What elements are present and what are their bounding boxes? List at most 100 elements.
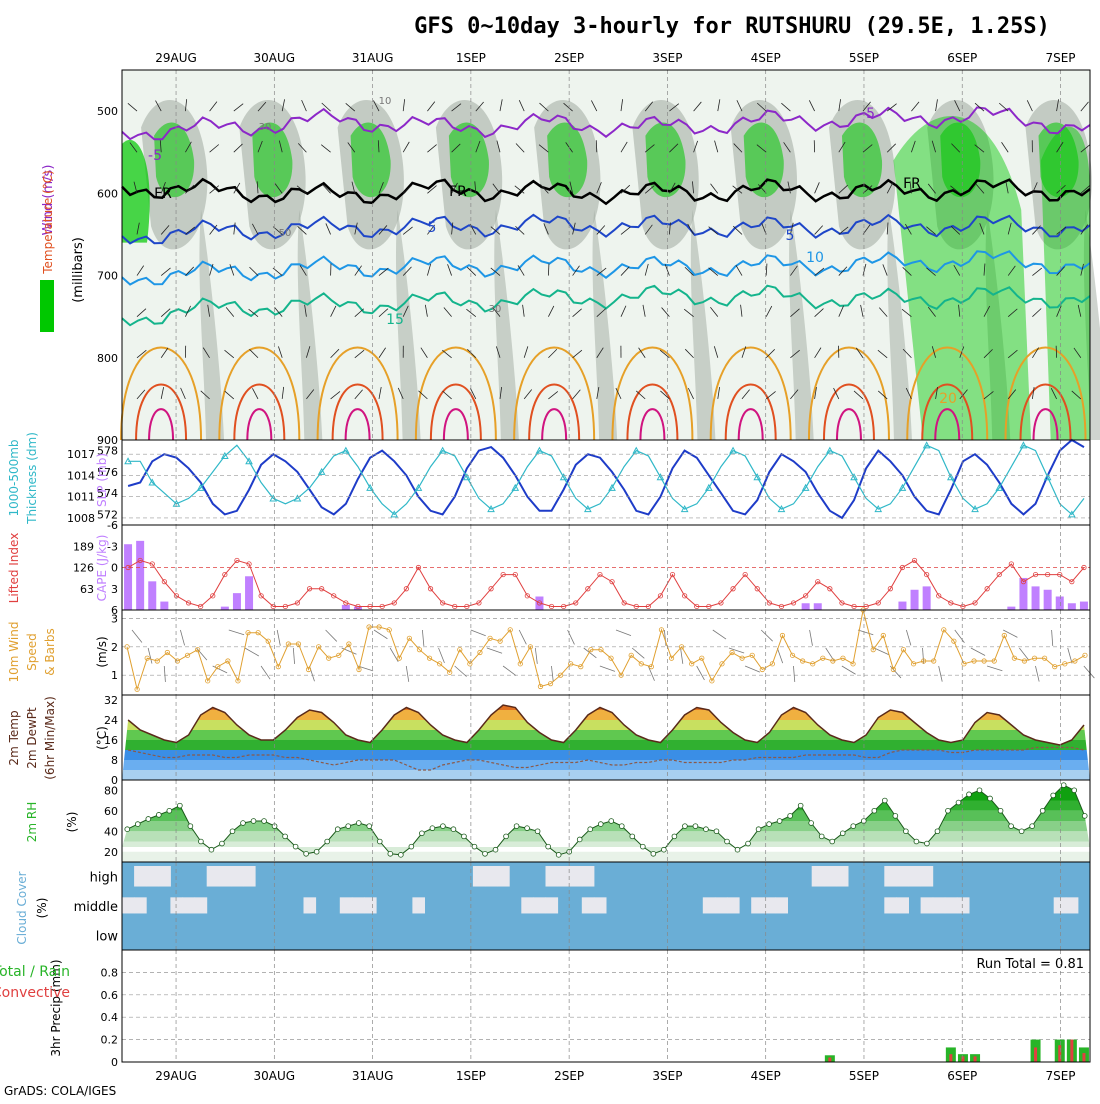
rh-marker bbox=[304, 851, 309, 856]
cloud-middle-cell bbox=[727, 897, 740, 913]
rh-marker bbox=[967, 792, 972, 797]
cape-tick: 63 bbox=[80, 583, 94, 596]
cloud-middle-cell bbox=[352, 897, 365, 913]
panel-axis-label: (millibars) bbox=[71, 237, 86, 303]
cloud-middle-cell bbox=[582, 897, 595, 913]
cloud-middle-cell bbox=[546, 897, 559, 913]
rh-marker bbox=[167, 808, 172, 813]
cape-bar bbox=[160, 602, 168, 610]
cloud-high-cell bbox=[219, 866, 232, 887]
panel-axis-label: (6hr Min/Max) bbox=[43, 696, 57, 780]
contour-label: 20 bbox=[939, 391, 957, 407]
slp-right-tick: 1008 bbox=[67, 512, 95, 525]
rh-marker bbox=[725, 839, 730, 844]
precip-tick: 0.8 bbox=[101, 966, 119, 979]
cape-bar bbox=[136, 541, 144, 610]
cape-bar bbox=[1044, 590, 1052, 610]
top-date-label: 1SEP bbox=[456, 51, 486, 65]
rh-marker bbox=[914, 839, 919, 844]
panel-axis-label: Temperature (°C) bbox=[41, 170, 55, 275]
panel-axis-label: (°C) bbox=[95, 726, 109, 750]
rh-marker bbox=[251, 819, 256, 824]
top-date-label: 31AUG bbox=[352, 51, 394, 65]
rh-band bbox=[122, 831, 1090, 841]
pressure-tick: 700 bbox=[97, 270, 118, 283]
top-date-label: 7SEP bbox=[1045, 51, 1075, 65]
cloud-high-cell bbox=[546, 866, 559, 887]
pressure-tick: 800 bbox=[97, 352, 118, 365]
wind-tick: 3 bbox=[111, 613, 118, 626]
rh-tick: 80 bbox=[104, 784, 118, 797]
rh-marker bbox=[451, 827, 456, 832]
cloud-middle-cell bbox=[715, 897, 728, 913]
slp-right-tick: 1017 bbox=[67, 448, 95, 461]
contour-label: FR bbox=[903, 176, 921, 192]
rh-marker bbox=[504, 834, 509, 839]
cape-bar bbox=[124, 544, 132, 610]
contour-label: 30 bbox=[489, 304, 502, 315]
precip-convective-bar bbox=[974, 1056, 977, 1062]
cloud-middle-cell bbox=[921, 897, 934, 913]
rh-marker bbox=[314, 849, 319, 854]
precip-tick: 0 bbox=[111, 1056, 118, 1069]
bottom-date-label: 7SEP bbox=[1045, 1069, 1075, 1083]
top-date-label: 30AUG bbox=[254, 51, 296, 65]
rh-marker bbox=[188, 824, 193, 829]
panel-axis-label: 2m DewPt bbox=[25, 707, 39, 769]
pressure-tick: 500 bbox=[97, 105, 118, 118]
rh-marker bbox=[872, 808, 877, 813]
bottom-date-label: 30AUG bbox=[254, 1069, 296, 1083]
precip-convective-bar bbox=[1034, 1047, 1037, 1062]
top-date-label: 5SEP bbox=[849, 51, 879, 65]
cape-bar bbox=[1019, 578, 1027, 610]
top-date-label: 2SEP bbox=[554, 51, 584, 65]
cape-bar bbox=[923, 586, 931, 610]
rh-marker bbox=[356, 821, 361, 826]
rh-marker bbox=[1072, 788, 1077, 793]
contour-label: FR bbox=[449, 184, 467, 200]
precip-tick: 0.4 bbox=[101, 1011, 119, 1024]
cloud-middle-cell bbox=[1066, 897, 1079, 913]
rh-marker bbox=[514, 824, 519, 829]
bottom-date-label: 31AUG bbox=[352, 1069, 394, 1083]
bottom-date-label: 3SEP bbox=[652, 1069, 682, 1083]
contour-label: -5 bbox=[148, 148, 162, 164]
cloud-middle-cell bbox=[933, 897, 946, 913]
slp-right-tick: 1011 bbox=[67, 491, 95, 504]
rh-marker bbox=[577, 837, 582, 842]
rh-tick: 60 bbox=[104, 805, 118, 818]
rh-marker bbox=[851, 824, 856, 829]
bottom-date-label: 4SEP bbox=[751, 1069, 781, 1083]
contour-label: 10 bbox=[379, 96, 392, 107]
chart-title: GFS 0~10day 3-hourly for RUTSHURU (29.5E… bbox=[414, 14, 1050, 39]
cloud-high-cell bbox=[812, 866, 825, 887]
rh-marker bbox=[609, 819, 614, 824]
cloud-high-cell bbox=[158, 866, 171, 887]
rh-marker bbox=[767, 822, 772, 827]
contour-label: -5 bbox=[861, 106, 875, 122]
precip-tick: 0.2 bbox=[101, 1034, 119, 1047]
rh-marker bbox=[493, 847, 498, 852]
rh-marker bbox=[704, 827, 709, 832]
panel-axis-label: Cloud Cover bbox=[15, 871, 29, 944]
pressure-tick: 900 bbox=[97, 434, 118, 447]
cloud-high-cell bbox=[485, 866, 498, 887]
cloud-high-cell bbox=[921, 866, 934, 887]
rh-marker bbox=[714, 829, 719, 834]
cloud-middle-cell bbox=[703, 897, 716, 913]
rh-marker bbox=[177, 803, 182, 808]
precip-total-legend: Total / Rain bbox=[0, 964, 70, 980]
cloud-middle-cell bbox=[945, 897, 958, 913]
cloud-high-cell bbox=[473, 866, 486, 887]
rh-marker bbox=[788, 813, 793, 818]
cape-bar bbox=[1068, 603, 1076, 610]
rh-marker bbox=[651, 851, 656, 856]
cape-bar bbox=[221, 607, 229, 610]
panel-axis-label: CAPE (J/kg) bbox=[95, 535, 109, 602]
precip-tick: 0.6 bbox=[101, 989, 119, 1002]
cloud-middle-cell bbox=[751, 897, 764, 913]
rh-marker bbox=[409, 844, 414, 849]
contour-label: 50 bbox=[279, 228, 292, 239]
